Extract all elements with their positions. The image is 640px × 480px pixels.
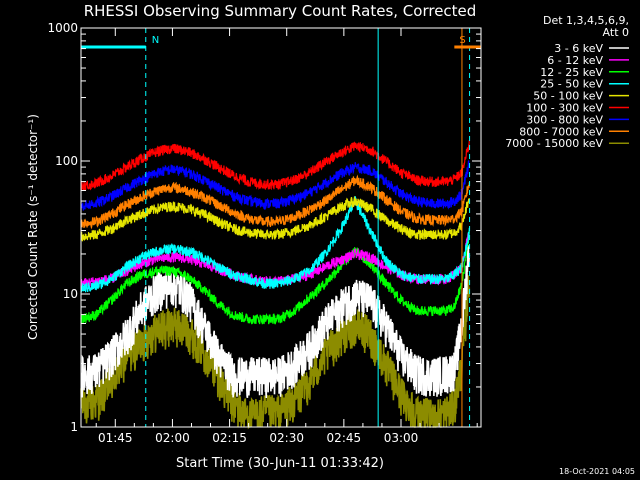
legend-label-3: 25 - 50 keV [540,78,603,91]
timestamp: 18-Oct-2021 04:05 [559,467,635,476]
legend-label-5: 100 - 300 keV [526,102,603,115]
legend-label-4: 50 - 100 keV [533,90,603,103]
y-tick-label-3: 1000 [47,21,78,35]
legend-header-detectors: Det 1,3,4,5,6,9, [543,14,629,27]
legend-label-0: 3 - 6 keV [554,42,603,55]
x-tick-label-1: 02:00 [155,431,190,445]
axis-layer: 01:45 02:00 02:15 02:30 02:45 03:00 1 10 100 1000 [47,21,481,445]
y-axis-label: Corrected Count Rate (s⁻¹ detector⁻¹) [26,114,40,340]
x-tick-label-2: 02:15 [212,431,247,445]
legend-label-7: 800 - 7000 keV [519,125,603,138]
x-tick-label-3: 02:30 [269,431,304,445]
x-tick-label-5: 03:00 [384,431,419,445]
x-tick-label-0: 01:45 [98,431,133,445]
series-line-0 [80,245,471,399]
legend-label-2: 12 - 25 keV [540,66,603,79]
y-tick-label-2: 100 [55,154,78,168]
legend-label-1: 6 - 12 keV [547,54,603,67]
x-tick-label-4: 02:45 [327,431,362,445]
marker-layer [145,28,471,427]
plot-frame [80,27,482,428]
legend-header-attenuator: Att 0 [603,26,629,39]
flag-label-1: S [459,35,465,46]
legend-label-8: 7000 - 15000 keV [505,137,603,150]
flag-label-0: N [152,35,159,46]
y-tick-label-0: 1 [70,420,78,434]
series-line-4 [80,195,470,242]
legend-label-6: 300 - 800 keV [526,113,603,126]
series-layer [80,140,471,430]
y-tick-label-1: 10 [63,287,78,301]
x-axis-label: Start Time (30-Jun-11 01:33:42) [176,456,384,471]
series-line-6 [80,160,470,211]
chart-title: RHESSI Observing Summary Count Rates, Co… [84,2,477,20]
